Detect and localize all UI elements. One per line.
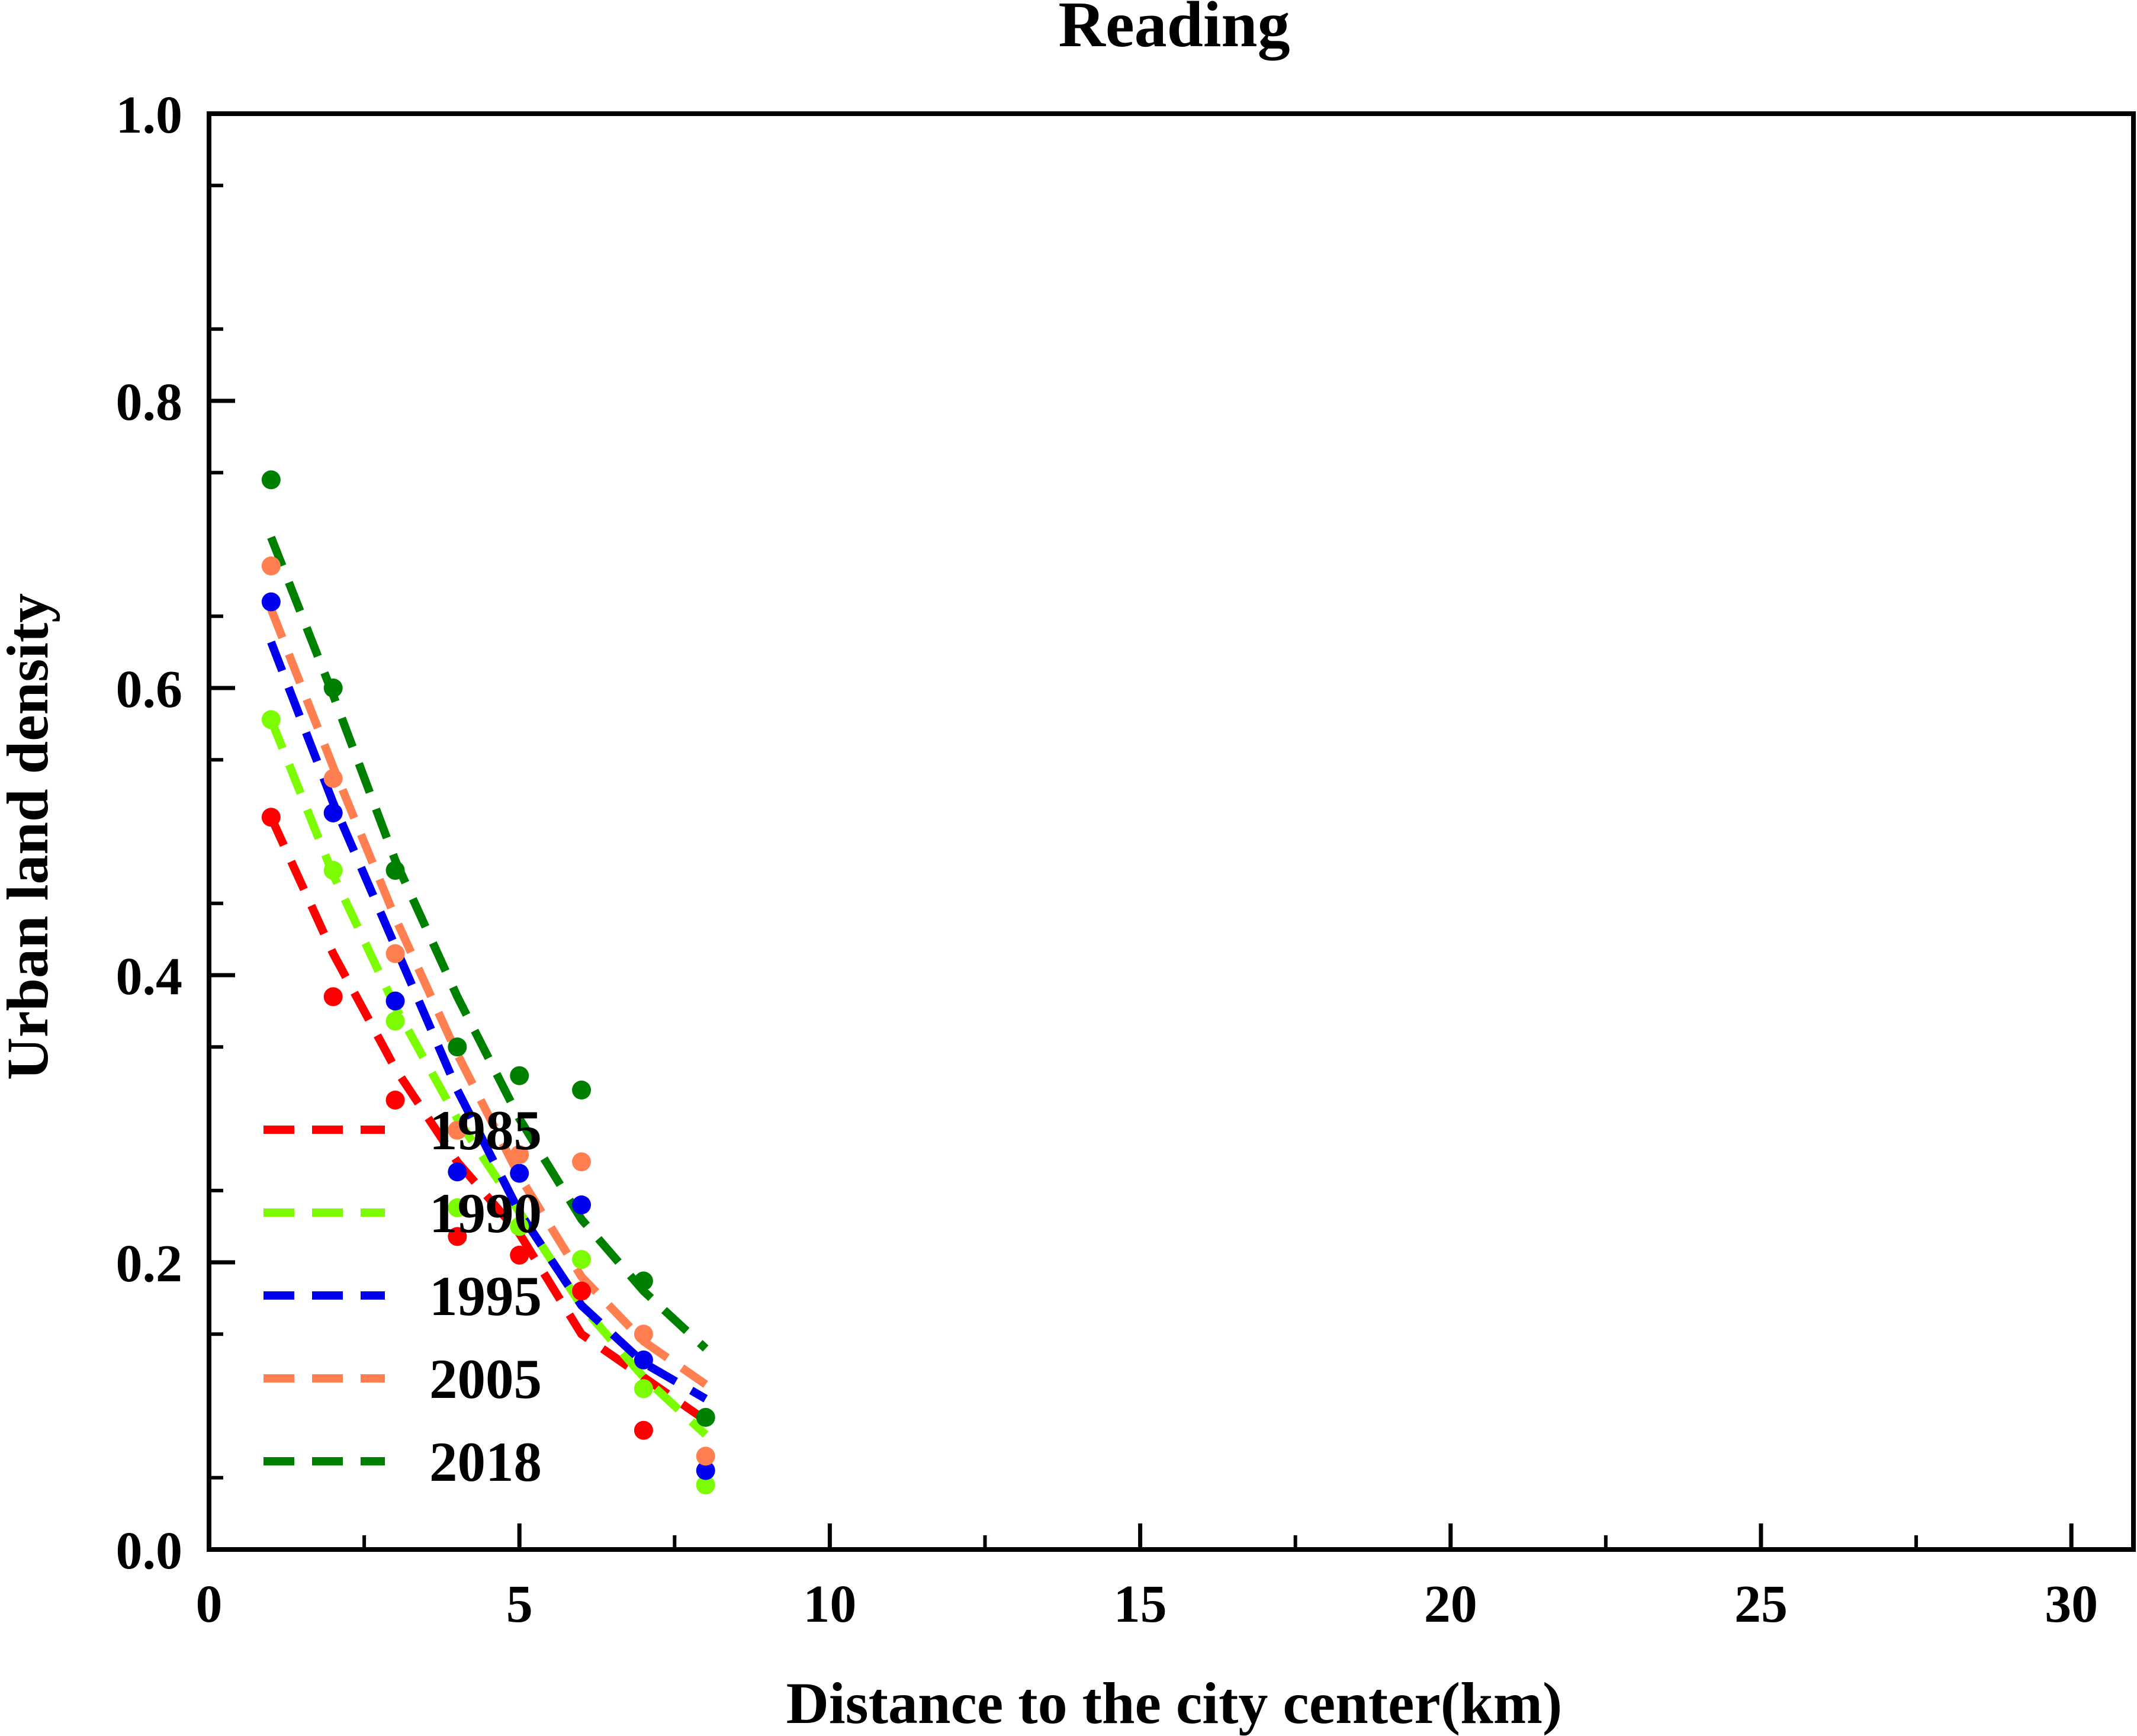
point-1990 (323, 860, 343, 880)
point-2005 (385, 944, 405, 963)
y-tick-label: 0.6 (116, 660, 183, 719)
legend-label-1995: 1995 (429, 1265, 542, 1327)
y-tick-label: 1.0 (116, 86, 183, 144)
y-tick-label: 0.8 (116, 373, 183, 432)
y-axis-label: Urban land density (0, 593, 60, 1080)
point-2005 (634, 1324, 653, 1344)
legend-label-1990: 1990 (429, 1182, 542, 1245)
fit-line-2005 (267, 607, 708, 1388)
point-1995 (448, 1162, 467, 1182)
chart-title: Reading (1058, 0, 1290, 60)
point-1995 (261, 592, 281, 612)
x-tick-label: 20 (1424, 1575, 1477, 1634)
fit-lines (267, 535, 709, 1438)
y-tick-label: 0.2 (116, 1235, 183, 1293)
point-1990 (572, 1250, 592, 1269)
y-tick-label: 0.4 (116, 947, 183, 1006)
point-1985 (572, 1281, 592, 1301)
point-1985 (448, 1227, 467, 1246)
point-1995 (696, 1461, 715, 1480)
x-tick-label: 0 (196, 1575, 223, 1634)
point-2018 (572, 1081, 592, 1100)
point-1990 (634, 1379, 653, 1399)
x-tick-label: 10 (803, 1575, 856, 1634)
point-1995 (572, 1195, 592, 1214)
point-2018 (510, 1066, 529, 1085)
point-1995 (634, 1350, 653, 1369)
point-2005 (448, 1120, 467, 1140)
legend: 1985 1990 1995 2005 2018 (263, 1099, 542, 1493)
point-1985 (634, 1420, 653, 1440)
axis-ticks: 0 5 10 15 20 25 30 0.0 0.2 0.4 0.6 0.8 1.0 (116, 86, 2099, 1634)
fit-line-1985 (267, 815, 708, 1424)
point-1995 (385, 991, 405, 1011)
point-2005 (510, 1145, 529, 1165)
x-tick-label: 15 (1114, 1575, 1167, 1634)
point-2018 (385, 860, 405, 880)
plot-frame (207, 111, 2136, 1552)
point-2018 (634, 1271, 653, 1291)
point-1990 (261, 710, 281, 729)
point-1990 (385, 1011, 405, 1031)
point-1990 (448, 1198, 467, 1217)
point-2018 (448, 1037, 467, 1057)
x-axis-label: Distance to the city center(km) (786, 1670, 1563, 1736)
x-tick-label: 5 (506, 1575, 533, 1634)
point-2005 (696, 1446, 715, 1466)
point-1990 (510, 1217, 529, 1236)
point-1990 (696, 1475, 715, 1494)
point-1985 (261, 808, 281, 827)
legend-label-1985: 1985 (429, 1099, 542, 1162)
point-2018 (261, 470, 281, 490)
legend-label-2005: 2005 (429, 1348, 542, 1410)
point-2018 (696, 1407, 715, 1427)
y-tick-label: 0.0 (116, 1522, 183, 1580)
point-2018 (323, 679, 343, 697)
point-2005 (572, 1152, 592, 1172)
point-1985 (385, 1090, 405, 1110)
point-1985 (510, 1245, 529, 1265)
fit-line-1995 (267, 640, 708, 1403)
legend-label-2018: 2018 (429, 1430, 542, 1493)
x-tick-label: 30 (2045, 1575, 2098, 1634)
fit-line-2018 (267, 535, 709, 1352)
point-2005 (323, 769, 343, 788)
point-1995 (510, 1163, 529, 1183)
data-points (261, 470, 715, 1494)
point-1985 (323, 987, 343, 1007)
point-1995 (323, 803, 343, 822)
point-2005 (261, 556, 281, 576)
fit-line-1990 (267, 718, 709, 1438)
x-tick-label: 25 (1734, 1575, 1788, 1634)
